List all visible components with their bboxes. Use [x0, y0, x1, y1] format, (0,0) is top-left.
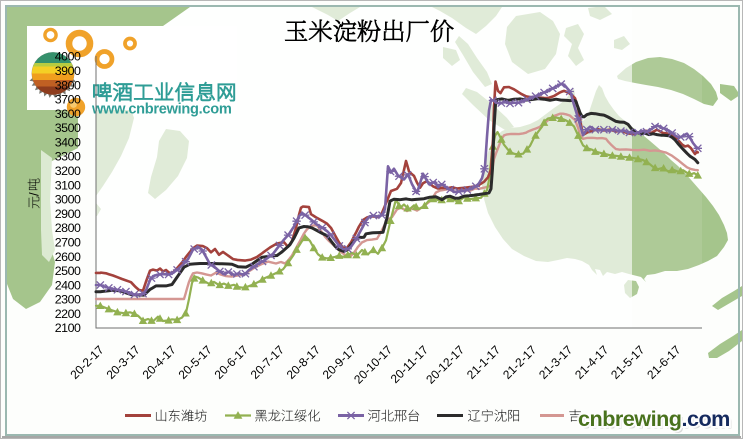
svg-text:2100: 2100	[55, 321, 81, 335]
svg-text:2600: 2600	[55, 250, 81, 264]
svg-text:3300: 3300	[55, 150, 81, 164]
svg-text:2200: 2200	[55, 307, 81, 321]
svg-text:3400: 3400	[55, 135, 81, 149]
svg-text:4000: 4000	[55, 50, 81, 64]
svg-text:2400: 2400	[55, 278, 81, 292]
svg-text:3800: 3800	[55, 78, 81, 92]
svg-text:2300: 2300	[55, 293, 81, 307]
svg-text:2900: 2900	[55, 207, 81, 221]
svg-text:2800: 2800	[55, 221, 81, 235]
svg-text:2500: 2500	[55, 264, 81, 278]
svg-text:3200: 3200	[55, 164, 81, 178]
svg-text:3500: 3500	[55, 121, 81, 135]
svg-text:/: /	[27, 192, 42, 196]
svg-text:cnbrewing.com: cnbrewing.com	[578, 406, 730, 431]
svg-text:3100: 3100	[55, 178, 81, 192]
svg-text:2700: 2700	[55, 236, 81, 250]
svg-text:3700: 3700	[55, 93, 81, 107]
svg-text:cnbrewing.com: cnbrewing.com	[578, 406, 730, 431]
svg-text:3900: 3900	[55, 64, 81, 78]
svg-text:3600: 3600	[55, 107, 81, 121]
svg-text:www.cnbrewing.com: www.cnbrewing.com	[91, 102, 232, 118]
svg-text:3000: 3000	[55, 193, 81, 207]
svg-text:cnbrewing.com: cnbrewing.com	[580, 408, 732, 433]
